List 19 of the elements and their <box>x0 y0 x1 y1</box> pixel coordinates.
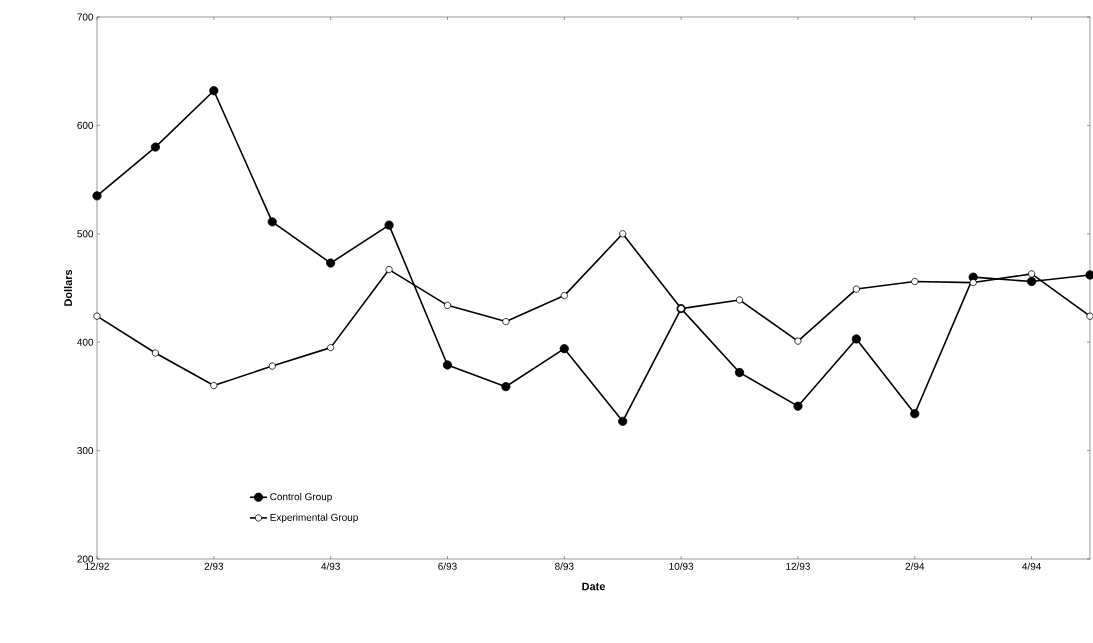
y-tick-label: 200 <box>77 555 94 563</box>
x-axis-title: Date <box>582 582 605 591</box>
x-tick-label: 4/93 <box>321 562 340 570</box>
x-tick-label: 10/93 <box>669 562 694 570</box>
x-tick-label: 6/93 <box>438 562 457 570</box>
y-tick-label: 500 <box>77 230 94 238</box>
y-tick-label: 400 <box>77 338 94 346</box>
y-tick-label: 700 <box>77 13 94 21</box>
legend-label: Experimental Group <box>270 513 358 523</box>
x-tick-label: 12/93 <box>786 562 810 570</box>
legend-label: Control Group <box>270 492 332 503</box>
x-tick-label: 4/94 <box>1022 562 1041 570</box>
y-axis-title: Dollars <box>63 269 73 306</box>
x-tick-label: 2/94 <box>905 562 925 570</box>
y-tick-label: 600 <box>77 121 94 129</box>
y-tick-label: 300 <box>77 447 94 455</box>
x-tick-label: 2/93 <box>204 562 224 570</box>
x-tick-label: 8/93 <box>555 562 574 570</box>
x-tick-label: 12/92 <box>85 562 109 570</box>
